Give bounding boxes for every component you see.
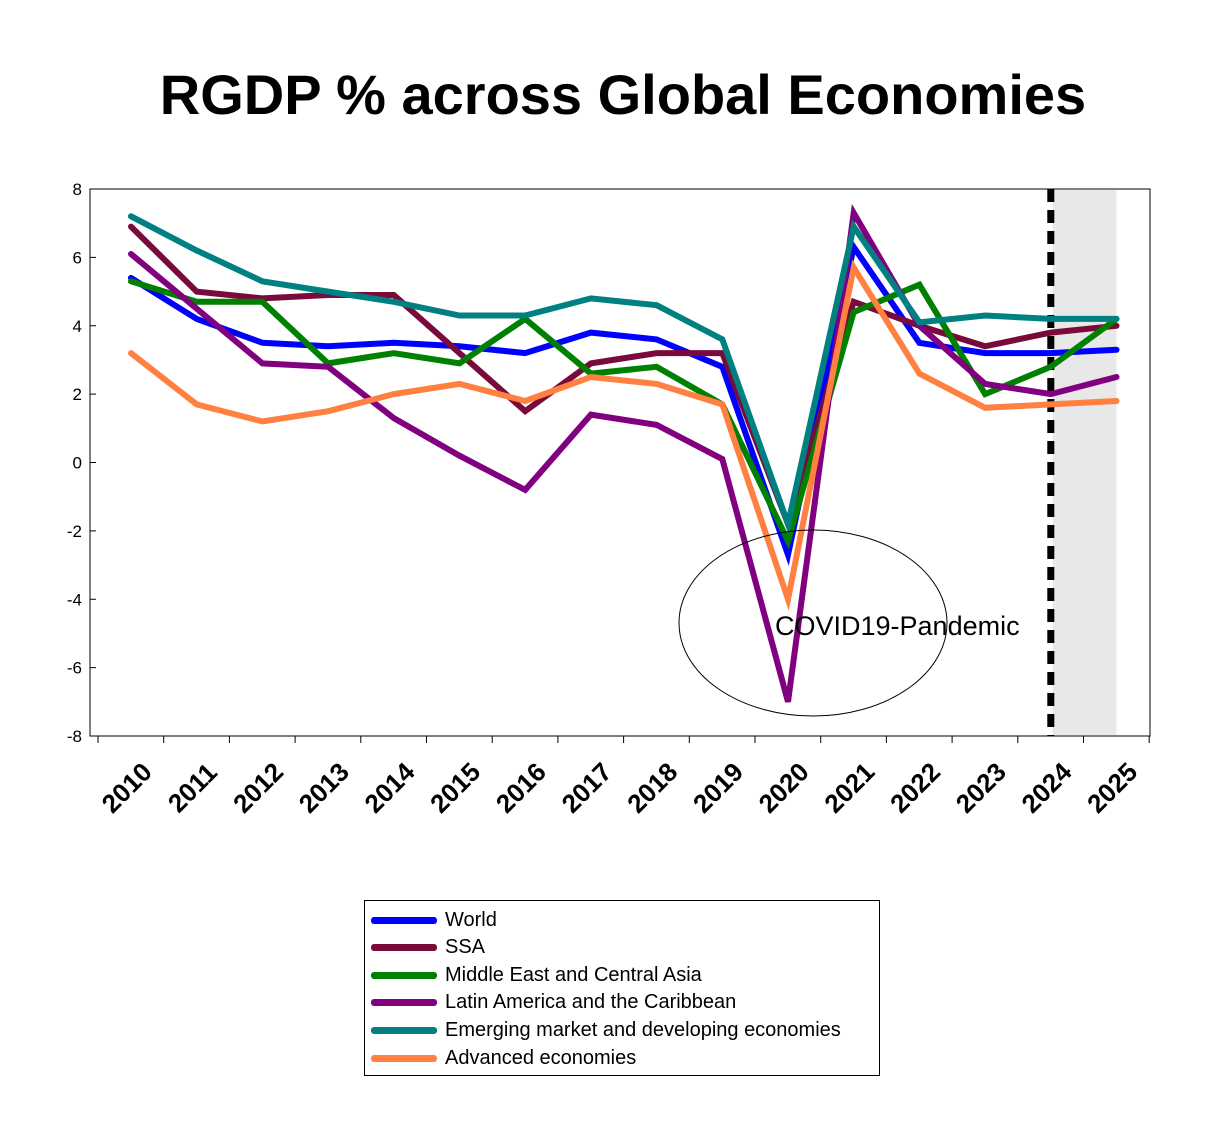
series-line-emerging-market-and-developing-economies xyxy=(128,213,1120,535)
series-line-middle-east-and-central-asia xyxy=(128,278,1120,550)
x-tick-label: 2012 xyxy=(227,757,289,819)
y-tick-label: -4 xyxy=(67,590,82,609)
legend-label: Latin America and the Caribbean xyxy=(445,991,737,1014)
plot-area xyxy=(89,188,1151,737)
legend-label: Advanced economies xyxy=(445,1046,637,1069)
x-tick-label: 2020 xyxy=(753,757,815,819)
x-tick-label: 2017 xyxy=(555,757,617,819)
x-tick-label: 2015 xyxy=(424,757,486,819)
legend-label: Emerging market and developing economies xyxy=(445,1018,841,1041)
x-tick-label: 2023 xyxy=(950,757,1012,819)
series-line-ssa xyxy=(128,223,1120,534)
y-tick-label: 8 xyxy=(73,180,82,199)
legend-swatch xyxy=(371,971,437,979)
y-tick-label: 6 xyxy=(73,248,82,267)
x-tick-label: 2025 xyxy=(1081,757,1143,819)
legend-item-latin-america-and-the-caribbean: Latin America and the Caribbean xyxy=(371,990,736,1016)
x-tick-label: 2013 xyxy=(293,757,355,819)
legend-swatch xyxy=(371,916,437,924)
x-tick-label: 2010 xyxy=(96,757,158,819)
legend-item-advanced-economies: Advanced economies xyxy=(371,1045,636,1071)
series-line-world xyxy=(128,239,1120,566)
covid-highlight-ellipse xyxy=(678,529,948,717)
y-tick-label: 0 xyxy=(73,454,82,473)
x-tick-label: 2018 xyxy=(621,757,683,819)
y-tick-label: -6 xyxy=(67,659,82,678)
legend-swatch xyxy=(371,999,437,1007)
legend-item-emerging-market-and-developing-economies: Emerging market and developing economies xyxy=(371,1017,841,1043)
covid-annotation-label: COVID19-Pandemic xyxy=(775,611,1020,641)
legend-item-world: World xyxy=(371,907,497,933)
forecast-shaded-region xyxy=(1052,190,1117,735)
legend: World SSA Middle East and Central Asia Lati… xyxy=(364,900,880,1076)
legend-item-middle-east-and-central-asia: Middle East and Central Asia xyxy=(371,962,702,988)
y-tick-label: -2 xyxy=(67,522,82,541)
x-tick-label: 2021 xyxy=(818,757,880,819)
x-tick-label: 2022 xyxy=(884,757,946,819)
legend-swatch xyxy=(371,944,437,952)
x-tick-label: 2011 xyxy=(162,757,223,818)
series-line-advanced-economies xyxy=(128,259,1120,611)
x-tick-label: 2014 xyxy=(358,756,420,818)
legend-swatch xyxy=(371,1026,437,1034)
legend-label: Middle East and Central Asia xyxy=(445,963,702,986)
x-tick-label: 2024 xyxy=(1015,756,1077,818)
y-tick-label: 2 xyxy=(73,385,82,404)
x-tick-label: 2016 xyxy=(490,757,552,819)
x-tick-label: 2019 xyxy=(687,757,749,819)
y-tick-label: 4 xyxy=(73,317,82,336)
legend-label: SSA xyxy=(445,936,486,959)
legend-swatch xyxy=(371,1054,437,1062)
chart-title: RGDP % across Global Economies xyxy=(159,63,1087,126)
legend-label: World xyxy=(445,908,497,931)
legend-item-ssa: SSA xyxy=(371,935,485,961)
series-line-latin-america-and-the-caribbean xyxy=(128,203,1120,703)
y-tick-label: -8 xyxy=(67,727,82,746)
